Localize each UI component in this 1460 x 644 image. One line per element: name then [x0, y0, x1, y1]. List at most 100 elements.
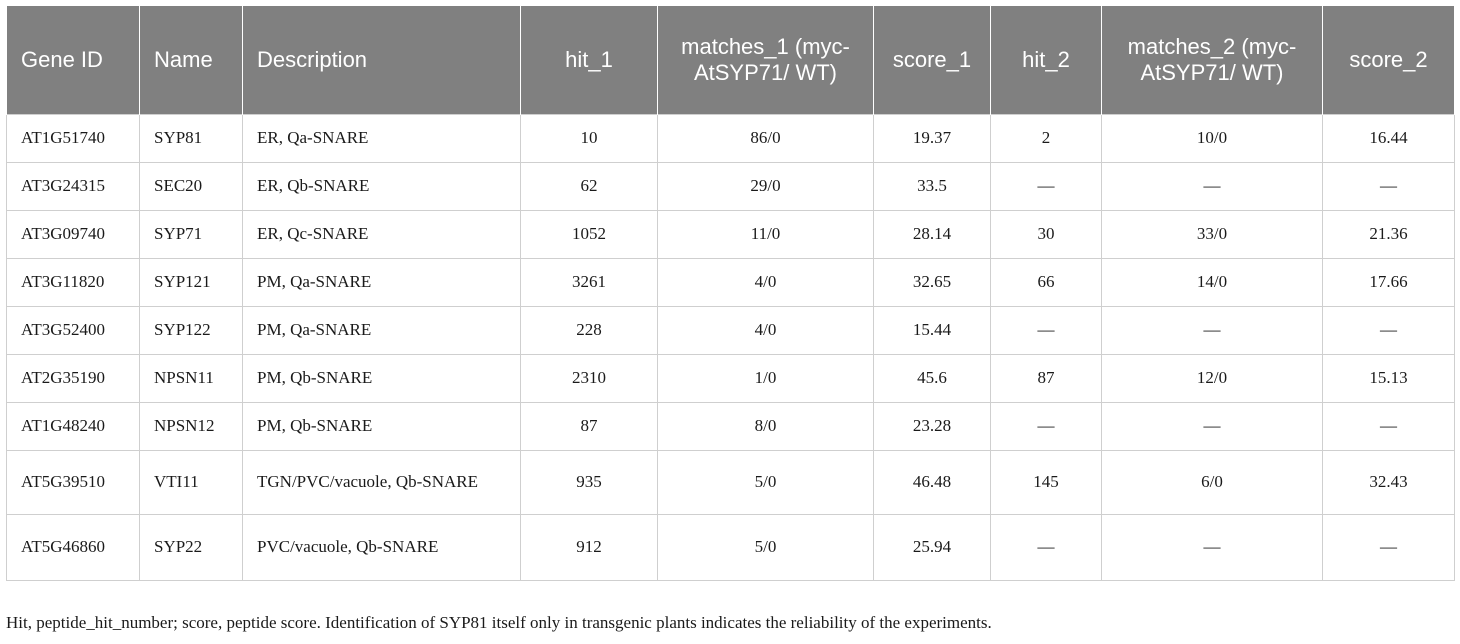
- header-score-2: score_2: [1322, 6, 1455, 114]
- snare-hits-table: Gene ID Name Description hit_1 matches_1…: [6, 6, 1455, 581]
- table-row: AT3G11820 SYP121 PM, Qa-SNARE 3261 4/0 32.65 6…: [6, 257, 1455, 307]
- cell-matches-1: 5/0: [657, 513, 874, 581]
- cell-matches-1: 4/0: [657, 305, 874, 355]
- table-body: AT1G51740 SYP81 ER, Qa-SNARE 10 86/0 19.37 2 10…: [6, 113, 1455, 581]
- cell-hit-1: 87: [520, 401, 658, 451]
- cell-description: ER, Qc-SNARE: [242, 209, 521, 259]
- cell-matches-1: 8/0: [657, 401, 874, 451]
- cell-gene-id: AT5G46860: [6, 513, 140, 581]
- cell-matches-1: 29/0: [657, 161, 874, 211]
- cell-name: SYP122: [139, 305, 243, 355]
- cell-name: SYP121: [139, 257, 243, 307]
- cell-score-2: 21.36: [1322, 209, 1455, 259]
- cell-score-2: 32.43: [1322, 449, 1455, 515]
- cell-name: SYP81: [139, 113, 243, 163]
- cell-description: PM, Qa-SNARE: [242, 257, 521, 307]
- cell-matches-2: —: [1101, 401, 1323, 451]
- cell-description: PM, Qb-SNARE: [242, 353, 521, 403]
- header-matches-2: matches_2 (myc- AtSYP71/ WT): [1101, 6, 1323, 114]
- cell-hit-2: 30: [990, 209, 1102, 259]
- table-row: AT3G09740 SYP71 ER, Qc-SNARE 1052 11/0 28.14 3…: [6, 209, 1455, 259]
- table-row: AT1G48240 NPSN12 PM, Qb-SNARE 87 8/0 23.28— — —: [6, 401, 1455, 451]
- cell-name: NPSN12: [139, 401, 243, 451]
- cell-gene-id: AT3G24315: [6, 161, 140, 211]
- header-matches-1: matches_1 (myc- AtSYP71/ WT): [657, 6, 874, 114]
- cell-hit-2: 2: [990, 113, 1102, 163]
- header-name: Name: [139, 6, 243, 114]
- header-description: Description: [242, 6, 521, 114]
- cell-name: VTI11: [139, 449, 243, 515]
- table-row: AT1G51740 SYP81 ER, Qa-SNARE 10 86/0 19.37 2 10…: [6, 113, 1455, 163]
- table-row: AT5G46860 SYP22 PVC/vacuole, Qb-SNARE 912 5/…: [6, 513, 1455, 581]
- header-score-1: score_1: [873, 6, 991, 114]
- cell-score-1: 19.37: [873, 113, 991, 163]
- cell-gene-id: AT5G39510: [6, 449, 140, 515]
- cell-score-1: 45.6: [873, 353, 991, 403]
- cell-hit-2: —: [990, 401, 1102, 451]
- cell-matches-1: 11/0: [657, 209, 874, 259]
- cell-name: NPSN11: [139, 353, 243, 403]
- snare-table-container: Gene ID Name Description hit_1 matches_1…: [6, 6, 1455, 581]
- cell-score-1: 15.44: [873, 305, 991, 355]
- cell-score-2: 16.44: [1322, 113, 1455, 163]
- cell-hit-2: —: [990, 305, 1102, 355]
- cell-description: ER, Qb-SNARE: [242, 161, 521, 211]
- cell-matches-2: 33/0: [1101, 209, 1323, 259]
- cell-gene-id: AT3G09740: [6, 209, 140, 259]
- cell-hit-2: —: [990, 513, 1102, 581]
- cell-name: SYP71: [139, 209, 243, 259]
- cell-matches-1: 1/0: [657, 353, 874, 403]
- cell-hit-2: 87: [990, 353, 1102, 403]
- cell-score-1: 32.65: [873, 257, 991, 307]
- cell-matches-2: —: [1101, 305, 1323, 355]
- cell-gene-id: AT1G48240: [6, 401, 140, 451]
- header-row: Gene ID Name Description hit_1 matches_1…: [6, 6, 1455, 114]
- cell-matches-2: 10/0: [1101, 113, 1323, 163]
- cell-matches-1: 4/0: [657, 257, 874, 307]
- table-row: AT5G39510 VTI11 TGN/PVC/vacuole, Qb-SNARE 9…: [6, 449, 1455, 515]
- cell-hit-1: 1052: [520, 209, 658, 259]
- cell-matches-1: 5/0: [657, 449, 874, 515]
- cell-matches-2: 14/0: [1101, 257, 1323, 307]
- table-row: AT3G24315 SEC20 ER, Qb-SNARE 62 29/0 33.5— — —: [6, 161, 1455, 211]
- cell-score-1: 33.5: [873, 161, 991, 211]
- cell-score-1: 25.94: [873, 513, 991, 581]
- table-footnote: Hit, peptide_hit_number; score, peptide …: [6, 613, 992, 632]
- cell-hit-1: 912: [520, 513, 658, 581]
- cell-gene-id: AT3G11820: [6, 257, 140, 307]
- header-gene-id: Gene ID: [6, 6, 140, 114]
- cell-matches-2: 12/0: [1101, 353, 1323, 403]
- cell-score-2: —: [1322, 305, 1455, 355]
- cell-score-2: 15.13: [1322, 353, 1455, 403]
- table-row: AT2G35190 NPSN11 PM, Qb-SNARE 2310 1/0 45.6 87…: [6, 353, 1455, 403]
- cell-score-2: 17.66: [1322, 257, 1455, 307]
- cell-description: PM, Qb-SNARE: [242, 401, 521, 451]
- table-row: AT3G52400 SYP122 PM, Qa-SNARE 228 4/0 15.44— —…: [6, 305, 1455, 355]
- cell-score-1: 28.14: [873, 209, 991, 259]
- cell-hit-1: 228: [520, 305, 658, 355]
- header-hit-2: hit_2: [990, 6, 1102, 114]
- cell-description: PM, Qa-SNARE: [242, 305, 521, 355]
- cell-matches-1: 86/0: [657, 113, 874, 163]
- cell-hit-1: 10: [520, 113, 658, 163]
- cell-description: ER, Qa-SNARE: [242, 113, 521, 163]
- cell-name: SYP22: [139, 513, 243, 581]
- cell-score-1: 46.48: [873, 449, 991, 515]
- cell-hit-1: 935: [520, 449, 658, 515]
- cell-hit-2: 66: [990, 257, 1102, 307]
- cell-matches-2: 6/0: [1101, 449, 1323, 515]
- cell-name: SEC20: [139, 161, 243, 211]
- cell-description: PVC/vacuole, Qb-SNARE: [242, 513, 521, 581]
- cell-matches-2: —: [1101, 513, 1323, 581]
- cell-hit-2: 145: [990, 449, 1102, 515]
- cell-hit-1: 3261: [520, 257, 658, 307]
- cell-hit-1: 62: [520, 161, 658, 211]
- cell-gene-id: AT3G52400: [6, 305, 140, 355]
- cell-score-1: 23.28: [873, 401, 991, 451]
- cell-score-2: —: [1322, 161, 1455, 211]
- cell-gene-id: AT2G35190: [6, 353, 140, 403]
- cell-matches-2: —: [1101, 161, 1323, 211]
- cell-hit-2: —: [990, 161, 1102, 211]
- cell-gene-id: AT1G51740: [6, 113, 140, 163]
- header-hit-1: hit_1: [520, 6, 658, 114]
